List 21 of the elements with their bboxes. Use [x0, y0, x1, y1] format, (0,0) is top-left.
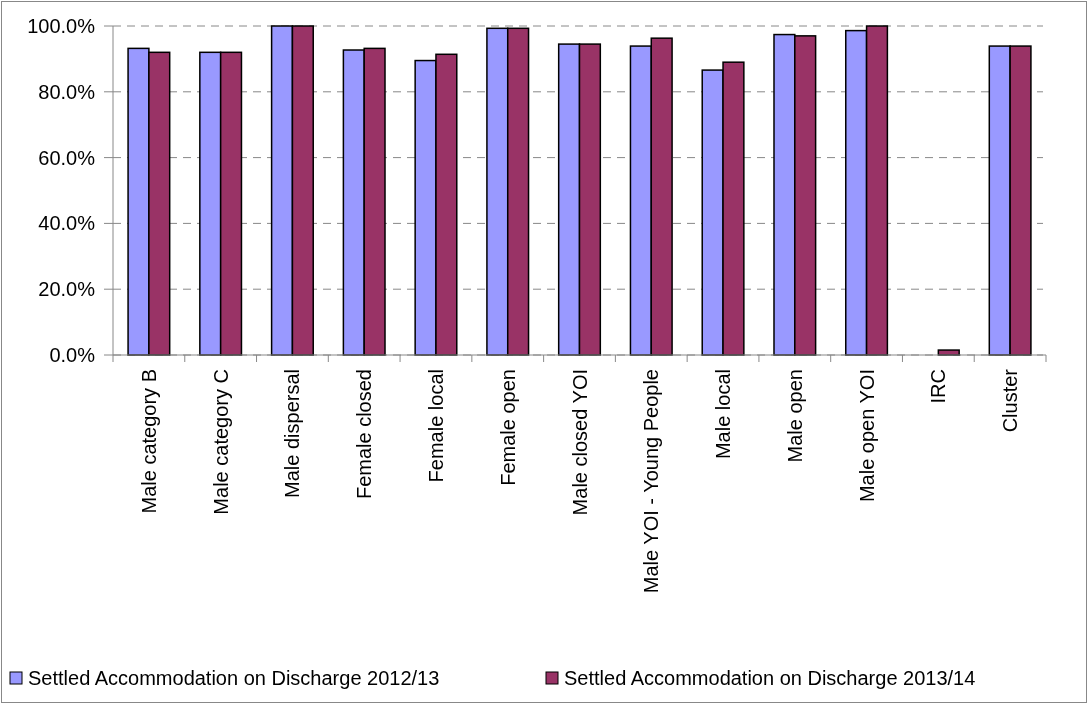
x-tick-label: Male category C [209, 369, 232, 515]
x-tick-label: Female open [496, 369, 519, 486]
x-tick-label: Female local [424, 369, 447, 483]
y-tick-label: 60.0% [38, 146, 96, 169]
x-tick-label: Male open YOI [855, 369, 878, 503]
y-tick-label: 20.0% [38, 278, 96, 301]
x-tick-label: Male category B [137, 369, 160, 514]
y-tick-label: 0.0% [49, 344, 96, 366]
x-tick-label: IRC [927, 369, 950, 404]
y-tick-label: 100.0% [27, 15, 96, 37]
legend-label: Settled Accommodation on Discharge 2012/13 [28, 667, 440, 689]
y-tick-label: 40.0% [38, 212, 96, 235]
x-tick-label: Male YOI - Young People [640, 369, 663, 594]
y-tick-label: 80.0% [38, 80, 96, 103]
x-tick-label: Male local [712, 369, 735, 460]
x-tick-label: Male closed YOI [568, 369, 591, 516]
x-tick-label: Female closed [353, 369, 376, 500]
x-tick-label: Cluster [999, 368, 1022, 433]
x-tick-label: Male dispersal [281, 369, 304, 498]
x-tick-label: Male open [783, 369, 806, 463]
legend-label: Settled Accommodation on Discharge 2013/14 [564, 667, 976, 689]
